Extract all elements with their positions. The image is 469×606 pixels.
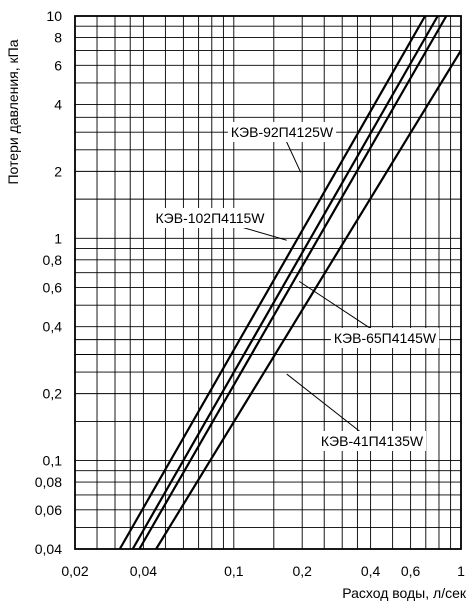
annotation-2: КЭВ-102П4115W <box>152 208 287 241</box>
annotation-4: КЭВ-41П4135W <box>286 373 427 451</box>
y-tick-label: 0,06 <box>35 502 62 518</box>
x-tick-label: 0,02 <box>61 563 88 579</box>
label-background <box>152 208 268 228</box>
y-tick-label: 0,2 <box>43 386 63 402</box>
label-background <box>227 122 337 142</box>
y-axis-title: Потери давления, кПа <box>5 39 21 184</box>
x-tick-labels: 0,02 0,04 0,1 0,2 0,4 0,6 1 <box>61 563 465 579</box>
series-label: КЭВ-92П4125W <box>231 124 334 140</box>
series-line-1 <box>118 15 427 550</box>
x-tick-label: 1 <box>457 563 465 579</box>
x-tick-label: 0,04 <box>130 563 157 579</box>
grid <box>74 15 462 550</box>
series-annotations: КЭВ-92П4125W КЭВ-102П4115W КЭВ-65П4145W КЭВ… <box>152 122 440 451</box>
x-tick-label: 0,6 <box>401 563 421 579</box>
y-tick-label: 4 <box>54 96 62 112</box>
y-tick-label: 10 <box>46 8 62 24</box>
y-tick-label: 1 <box>54 230 62 246</box>
series-line-2 <box>131 15 439 550</box>
y-tick-label: 0,08 <box>35 474 62 490</box>
series-line-4 <box>155 49 462 550</box>
y-tick-label: 2 <box>54 163 62 179</box>
x-tick-label: 0,1 <box>224 563 244 579</box>
label-background <box>317 431 427 451</box>
annotation-1: КЭВ-92П4125W <box>227 122 337 173</box>
leader-line <box>286 373 373 442</box>
y-tick-labels: 0,04 0,06 0,08 0,1 0,2 0,4 0,6 0,8 1 2 4 6 8 10 <box>35 8 62 557</box>
series-label: КЭВ-41П4135W <box>321 433 424 449</box>
series-label: КЭВ-65П4145W <box>334 330 437 346</box>
x-tick-label: 0,4 <box>361 563 381 579</box>
x-axis-title: Расход воды, л/сек <box>342 585 467 601</box>
series-label: КЭВ-102П4115W <box>156 210 266 226</box>
y-tick-label: 0,8 <box>43 252 63 268</box>
y-tick-label: 0,04 <box>35 541 62 557</box>
series-lines <box>118 15 462 550</box>
annotation-3: КЭВ-65П4145W <box>298 280 440 348</box>
y-tick-label: 0,4 <box>43 319 63 335</box>
series-line-3 <box>138 15 448 550</box>
y-tick-label: 0,1 <box>43 453 63 469</box>
y-tick-label: 6 <box>54 57 62 73</box>
y-tick-label: 8 <box>54 30 62 46</box>
label-background <box>330 328 440 348</box>
plot-frame <box>74 15 462 550</box>
y-tick-label: 0,6 <box>43 280 63 296</box>
x-tick-label: 0,2 <box>292 563 312 579</box>
